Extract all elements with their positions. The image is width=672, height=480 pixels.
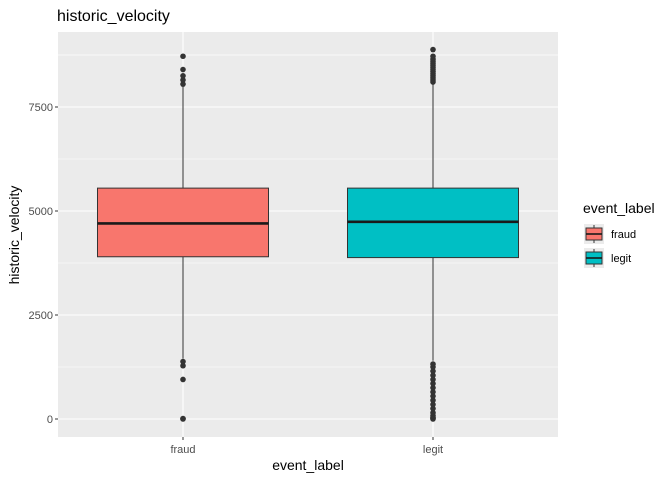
x-tick-label: fraud <box>170 444 195 456</box>
legend: event_label fraud legit <box>583 200 655 268</box>
x-tick-label: legit <box>423 444 443 456</box>
legend-label: legit <box>611 253 631 265</box>
box-fraud <box>97 53 269 422</box>
y-axis-ticks: 0 2500 5000 7500 <box>29 102 58 426</box>
outlier-point <box>180 81 186 87</box>
outlier-point <box>430 361 436 367</box>
box-series <box>97 46 519 422</box>
y-tick-label: 2500 <box>29 310 53 322</box>
outlier-point <box>430 385 436 391</box>
y-tick-label: 7500 <box>29 102 53 114</box>
chart-title: historic_velocity <box>57 8 170 25</box>
legend-title: event_label <box>583 200 655 216</box>
y-tick-label: 5000 <box>29 206 53 218</box>
outlier-point <box>180 362 186 369</box>
x-axis-title: event_label <box>272 457 344 473</box>
legend-item-fraud: fraud <box>584 224 636 244</box>
x-axis-ticks: fraud legit <box>170 437 443 456</box>
outlier-point <box>430 409 436 416</box>
outlier-point <box>180 358 186 365</box>
outlier-point <box>430 405 436 412</box>
outlier-point <box>180 53 186 60</box>
y-axis-title: historic_velocity <box>6 186 22 285</box>
box-legit <box>347 46 519 422</box>
outlier-point <box>430 393 436 399</box>
outlier-point <box>430 368 436 374</box>
outlier-point <box>430 372 436 379</box>
legend-item-legit: legit <box>584 248 631 268</box>
outlier-point <box>180 73 186 79</box>
outlier-point <box>430 401 436 408</box>
outlier-point <box>430 380 436 387</box>
legend-items: fraud legit <box>584 224 636 268</box>
outlier-point <box>180 415 186 422</box>
y-tick-label: 0 <box>47 414 53 426</box>
outlier-point <box>180 376 186 383</box>
outlier-point <box>430 389 436 395</box>
outlier-point <box>180 66 186 73</box>
outlier-point <box>180 77 186 83</box>
legend-label: fraud <box>611 229 636 241</box>
outlier-point <box>430 397 436 404</box>
outlier-point <box>430 376 436 383</box>
outlier-point <box>430 53 436 60</box>
outlier-point <box>430 46 436 53</box>
